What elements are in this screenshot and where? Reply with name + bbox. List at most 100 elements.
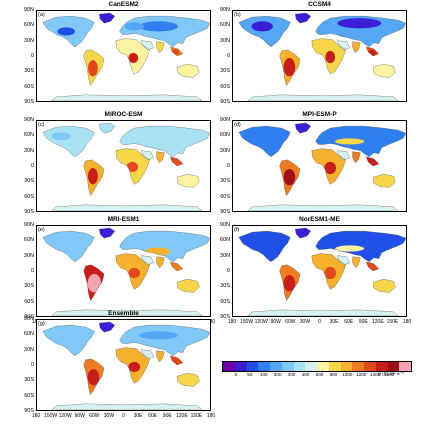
coastline xyxy=(336,40,350,51)
land-region xyxy=(51,309,203,316)
map-area xyxy=(232,225,407,317)
lat-tick-label: 90S xyxy=(24,209,34,215)
lat-tick-label: 30S xyxy=(24,377,34,384)
colorbar-swatch xyxy=(281,362,294,371)
lon-tick-label: 150W xyxy=(240,319,254,325)
lon-tick-label: 120W xyxy=(254,319,268,325)
coastline xyxy=(119,125,210,157)
lon-tick-label: 60W xyxy=(285,319,296,325)
lat-tick-label: 30N xyxy=(219,37,230,44)
colorbar-tick-label: 1400 xyxy=(370,372,381,377)
colorbar-tick-label: 200 xyxy=(273,372,282,377)
lon-tick-label: 180 xyxy=(31,413,41,419)
colorbar-swatch xyxy=(340,362,353,371)
coastline xyxy=(51,309,203,316)
coastline xyxy=(176,372,200,387)
coastline xyxy=(51,204,203,211)
colorbar-tick-label: 300 xyxy=(287,372,296,377)
coastline xyxy=(156,256,165,269)
coastline xyxy=(352,41,361,54)
lat-tick-label: 60N xyxy=(219,22,230,29)
map-svg xyxy=(238,122,406,211)
npp-hotspot xyxy=(87,369,100,386)
coastline xyxy=(51,94,203,101)
coastline xyxy=(156,41,165,54)
lat-tick-label: 0 xyxy=(226,268,230,274)
lat-tick-label: 30S xyxy=(24,283,34,290)
coastline xyxy=(176,63,200,78)
colorbar-swatch xyxy=(305,362,317,371)
lat-tick-label: 30N xyxy=(219,252,230,259)
land-region xyxy=(156,151,165,163)
lat-tick-label: 60S xyxy=(24,83,34,90)
lat-tick-label: 60N xyxy=(23,237,34,244)
land-region xyxy=(247,204,399,211)
coastline xyxy=(365,156,380,167)
land-region xyxy=(373,279,396,293)
coastline xyxy=(247,309,399,316)
map-panel: MRI-ESM1(e)90N60N30N030S60S90S180150W120… xyxy=(24,216,215,325)
colorbar-swatch xyxy=(328,362,341,371)
land-region xyxy=(170,261,183,271)
npp-hotspot xyxy=(283,169,296,186)
land-region xyxy=(42,325,95,356)
colorbar-swatch xyxy=(352,362,364,371)
coastline xyxy=(42,324,95,356)
npp-hotspot xyxy=(325,50,336,64)
lon-tick-label: 150E xyxy=(386,319,399,325)
lat-tick-label: 0 xyxy=(226,163,230,169)
colorbar-swatch xyxy=(258,362,270,371)
lat-tick-label: 90N xyxy=(219,117,230,123)
coastline xyxy=(279,264,301,302)
land-region xyxy=(99,13,115,24)
coastline xyxy=(311,148,346,185)
land-region xyxy=(51,204,203,211)
lat-tick-label: 30N xyxy=(23,37,34,44)
coastline xyxy=(336,255,350,266)
lon-tick-label: 180 xyxy=(206,413,216,419)
coastline xyxy=(99,227,116,239)
lon-tick-label: 180 xyxy=(402,319,412,325)
coastline xyxy=(311,38,346,75)
coastline xyxy=(156,151,165,164)
lon-tick-label: 90W xyxy=(74,413,85,419)
coastline xyxy=(119,230,210,262)
land-region xyxy=(51,94,203,101)
colorbar-tick-label: 400 xyxy=(301,372,310,377)
land-region xyxy=(238,16,291,47)
lat-tick-label: 0 xyxy=(226,53,230,59)
coastline xyxy=(372,63,396,78)
map-panel: Ensemble (g) 90N 60N 30N 0 30S 60S 90S 180 150W 120… xyxy=(24,310,215,419)
npp-hotspot xyxy=(335,138,365,145)
lat-tick-label: 90S xyxy=(220,209,230,215)
land-region xyxy=(170,156,183,166)
npp-hotspot xyxy=(283,58,296,77)
land-region xyxy=(352,256,361,268)
lat-tick-label: 90S xyxy=(220,99,230,105)
coastline xyxy=(115,253,150,290)
coastline xyxy=(295,227,312,239)
colorbar-swatch xyxy=(270,362,282,371)
lon-tick-label: 30W xyxy=(103,413,115,419)
panel-label: (c) xyxy=(38,122,45,128)
npp-hotspot xyxy=(139,21,178,32)
colorbar-tick-label: 800 xyxy=(329,372,338,377)
colorbar-swatch xyxy=(246,362,259,371)
colorbar-tick-label: 600 xyxy=(315,372,324,377)
land-region xyxy=(177,64,200,78)
panel-title: MRI-ESM1 xyxy=(107,216,140,223)
colorbar xyxy=(222,361,412,372)
map-area xyxy=(232,10,407,102)
panel-title: CanESM2 xyxy=(108,1,139,8)
map-panel: CCSM4 (b) 90N 60N 30N 0 30S 60S 90S xyxy=(220,1,407,105)
colorbar-tick-label: 1000 xyxy=(342,372,353,377)
coastline xyxy=(42,230,95,262)
lon-tick-label: 30E xyxy=(329,319,339,325)
coastline xyxy=(83,49,105,87)
land-region xyxy=(141,349,154,359)
coastline xyxy=(140,150,154,161)
coastline xyxy=(140,349,154,360)
map-panel: CanESM2 (a) 90N 60N 30N 0 30S 60S 90S xyxy=(24,1,211,105)
npp-hotspot xyxy=(139,130,178,139)
lat-tick-label: 60N xyxy=(23,132,34,139)
